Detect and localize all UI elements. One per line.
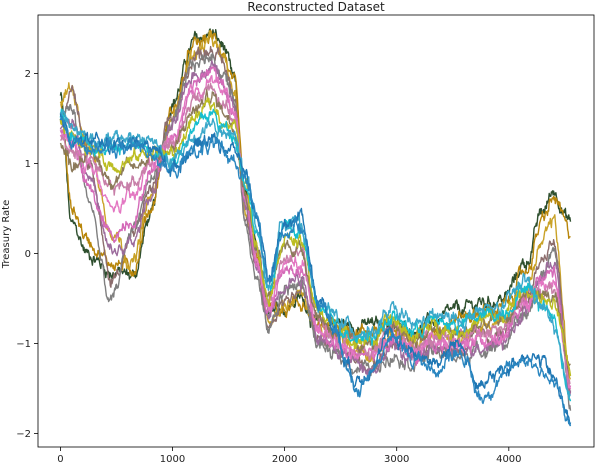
series-line-5 [59,53,572,411]
y-tick-label: −1 [16,339,31,350]
y-tick-label: 0 [25,249,31,260]
x-tick-label: 4000 [496,454,521,465]
x-tick-label: 3000 [384,454,409,465]
y-tick-label: 2 [25,69,31,80]
y-axis-title: Treasury Rate [1,200,12,270]
chart-title: Reconstructed Dataset [247,0,385,14]
y-tick-label: −2 [16,429,31,440]
x-tick-label: 1000 [160,454,185,465]
x-tick-label: 2000 [272,454,297,465]
x-axis: 0 1000 2000 3000 4000 [57,447,522,465]
series-line-15 [59,115,572,427]
series-line-11 [59,97,572,377]
plot-frame [37,14,595,448]
y-tick-label: 1 [25,159,31,170]
y-axis: −2 −1 0 1 2 [16,69,38,440]
series-line-10 [59,89,571,367]
x-tick-label: 0 [57,454,63,465]
series-layer [59,28,572,427]
